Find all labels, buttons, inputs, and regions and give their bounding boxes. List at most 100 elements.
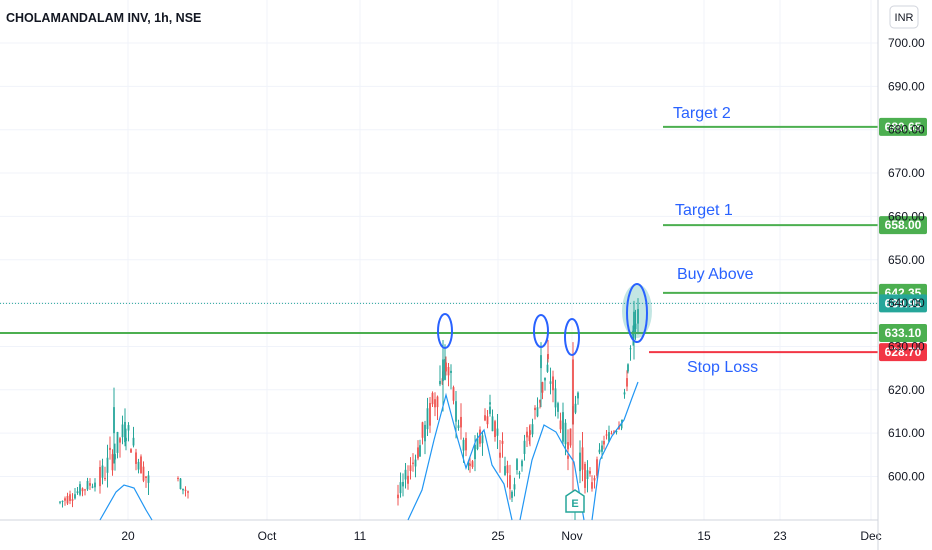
x-tick-label: 25 bbox=[491, 529, 505, 543]
candle-body bbox=[417, 447, 419, 459]
y-tick-label: 670.00 bbox=[888, 166, 925, 180]
candle-body bbox=[489, 406, 491, 414]
candle-body bbox=[544, 377, 546, 381]
candle-body bbox=[521, 460, 523, 467]
level-name: Buy Above bbox=[677, 266, 754, 283]
candle-body bbox=[567, 455, 569, 459]
level-price-label: 633.10 bbox=[885, 326, 922, 340]
candle-body bbox=[444, 359, 446, 380]
candle-body bbox=[140, 456, 142, 474]
y-tick-label: 600.00 bbox=[888, 470, 925, 484]
candle-body bbox=[526, 431, 528, 438]
candle-body bbox=[579, 452, 581, 472]
candle-body bbox=[177, 478, 179, 480]
candle-body bbox=[424, 424, 426, 442]
candle-body bbox=[407, 475, 409, 484]
x-tick-label: Dec bbox=[860, 529, 881, 543]
candle-body bbox=[74, 494, 76, 499]
earnings-marker: E bbox=[565, 489, 585, 520]
candle-body bbox=[586, 470, 589, 480]
x-tick-label: 20 bbox=[121, 529, 135, 543]
currency-label: INR bbox=[895, 12, 914, 24]
candle-body bbox=[591, 482, 593, 489]
level-price-label: 658.00 bbox=[885, 218, 922, 232]
candle-body bbox=[476, 438, 479, 450]
candle-body bbox=[552, 376, 554, 391]
candle-body bbox=[546, 364, 549, 372]
candle-body bbox=[109, 447, 111, 450]
candle-body bbox=[574, 403, 577, 413]
candle-body bbox=[596, 459, 598, 476]
candle-body bbox=[523, 440, 526, 454]
candle-body bbox=[182, 488, 184, 491]
candle-body bbox=[426, 408, 429, 430]
candle-body bbox=[572, 359, 574, 425]
candle-body bbox=[137, 461, 140, 470]
candle-body bbox=[431, 392, 434, 405]
drawn-circle bbox=[564, 318, 580, 356]
y-axis: 600.00 610.00 620.00 630.00 640.00 650.00 660.… bbox=[877, 0, 925, 550]
y-tick-label: 620.00 bbox=[888, 383, 925, 397]
candle-body bbox=[469, 463, 471, 466]
candle-body bbox=[402, 481, 404, 487]
candle-body bbox=[111, 454, 114, 471]
drawn-circles bbox=[437, 283, 652, 356]
candle-body bbox=[187, 491, 189, 493]
candle-body bbox=[541, 382, 544, 393]
level-name: Stop Loss bbox=[687, 359, 758, 376]
candle-body bbox=[499, 452, 501, 458]
level-price-label: 680.65 bbox=[885, 120, 922, 134]
ma-segment bbox=[591, 381, 639, 521]
candle-body bbox=[179, 478, 182, 490]
candle-body bbox=[184, 489, 187, 491]
candle-body bbox=[633, 311, 635, 334]
candle-body bbox=[106, 457, 109, 473]
x-tick-label: 23 bbox=[773, 529, 787, 543]
candle-body bbox=[479, 429, 481, 444]
candle-body bbox=[460, 416, 462, 428]
candle-body bbox=[506, 465, 509, 474]
candle-body bbox=[439, 380, 441, 385]
candle-body bbox=[94, 482, 96, 488]
candle-body bbox=[457, 425, 460, 428]
candle-body bbox=[584, 463, 586, 488]
candle-body bbox=[76, 491, 79, 494]
candle-body bbox=[467, 463, 470, 465]
candle-body bbox=[130, 449, 132, 453]
drawn-circle bbox=[533, 314, 549, 348]
candle-body bbox=[412, 462, 414, 464]
candle-body bbox=[627, 364, 629, 372]
y-tick-label: 660.00 bbox=[888, 209, 925, 223]
candle-body bbox=[145, 476, 147, 478]
candle-body bbox=[562, 412, 564, 442]
candle-body bbox=[593, 478, 596, 481]
candle-body bbox=[559, 420, 562, 430]
earnings-marker-label: E bbox=[571, 498, 578, 510]
x-tick-label: Nov bbox=[561, 529, 582, 543]
candle-body bbox=[434, 399, 436, 408]
candle-body bbox=[581, 447, 584, 470]
candle-body bbox=[471, 461, 474, 468]
candle-body bbox=[61, 500, 64, 502]
candle-body bbox=[101, 465, 104, 478]
last-price-tag bbox=[879, 294, 927, 313]
candle-body bbox=[404, 469, 407, 480]
candle-body bbox=[489, 402, 491, 405]
ma-segment bbox=[99, 484, 153, 521]
y-tick-label: 690.00 bbox=[888, 79, 925, 93]
highlight-circle bbox=[626, 283, 648, 343]
candle-body bbox=[474, 444, 476, 460]
candle-body bbox=[127, 425, 130, 431]
candle-body bbox=[549, 381, 552, 384]
candle-body bbox=[496, 428, 499, 436]
candle-body bbox=[567, 442, 569, 450]
candle-body bbox=[89, 483, 91, 486]
candle-body bbox=[605, 434, 608, 436]
candle-body bbox=[147, 475, 150, 483]
candle-body bbox=[554, 388, 557, 408]
candle-body bbox=[81, 488, 84, 492]
currency-button[interactable]: INR bbox=[889, 5, 919, 29]
candle-body bbox=[465, 438, 467, 451]
candle-body bbox=[518, 472, 521, 475]
